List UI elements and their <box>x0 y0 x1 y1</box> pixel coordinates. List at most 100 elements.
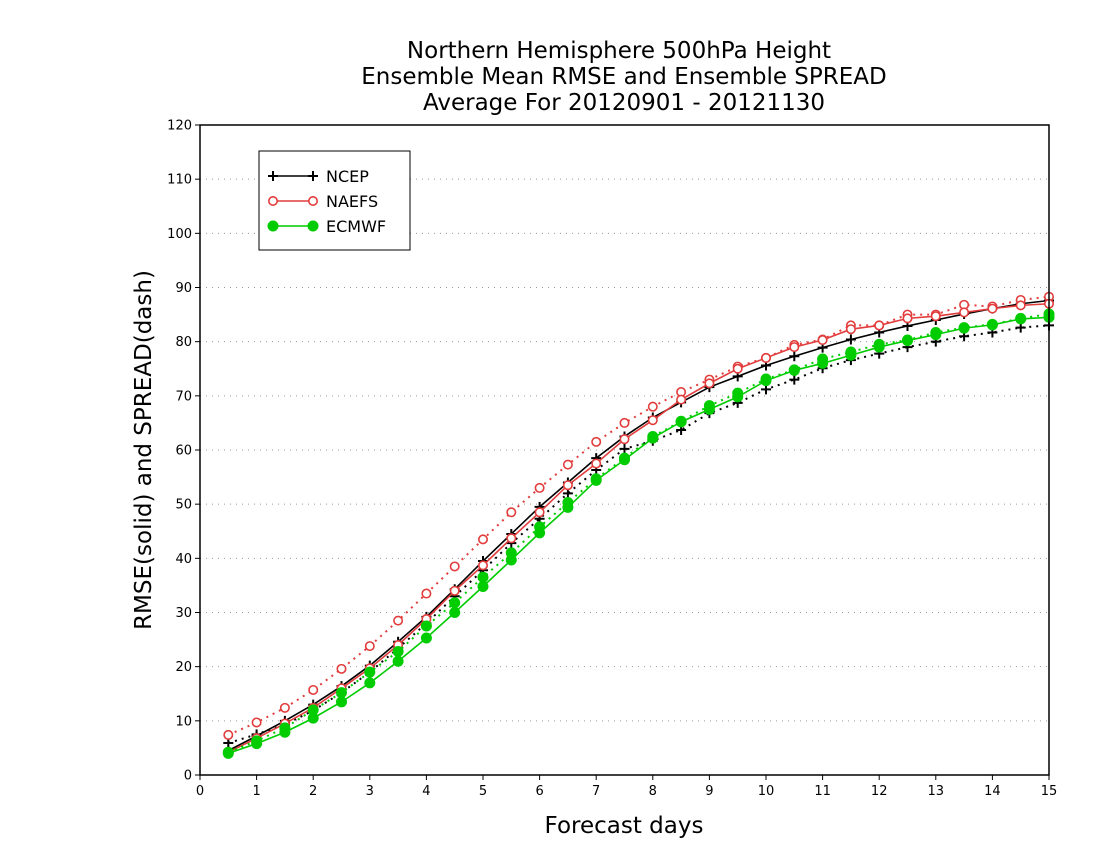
ecmwf-rmse-point <box>336 696 347 708</box>
legend-marker <box>307 220 319 232</box>
x-tick-label: 10 <box>758 784 775 799</box>
naefs-rmse-point <box>619 434 630 445</box>
ecmwf-rmse-point <box>703 403 715 415</box>
ncep-rmse-point <box>845 334 856 345</box>
ecmwf-spread-line <box>227 313 1050 754</box>
chart-title-line-1: Northern Hemisphere 500hPa Height <box>407 38 831 64</box>
x-tick-label: 3 <box>366 784 374 799</box>
chart-title: Northern Hemisphere 500hPa Height Ensemb… <box>361 38 886 116</box>
naefs-rmse-point <box>477 560 488 571</box>
y-tick-label: 70 <box>175 389 192 404</box>
naefs-rmse-point <box>506 533 517 544</box>
ecmwf-rmse-point <box>817 357 829 369</box>
ecmwf-rmse-point <box>307 712 319 724</box>
naefs-spread-point <box>393 615 404 626</box>
naefs-rmse-point <box>591 458 602 469</box>
y-tick-label: 60 <box>175 444 192 459</box>
naefs-spread-point <box>421 588 432 599</box>
naefs-spread-point <box>308 684 319 695</box>
naefs-spread-point <box>591 436 602 447</box>
ncep-rmse-line <box>227 299 1050 752</box>
x-tick-label: 15 <box>1041 784 1058 799</box>
x-tick-label: 7 <box>592 784 600 799</box>
legend-label: NAEFS <box>326 192 378 211</box>
ecmwf-rmse-point <box>222 747 234 759</box>
naefs-rmse-point <box>534 507 545 518</box>
y-tick-label: 0 <box>184 769 192 784</box>
ecmwf-rmse-point <box>449 607 461 618</box>
naefs-rmse-point <box>562 480 573 491</box>
ncep-spread-point <box>619 443 630 454</box>
ecmwf-rmse-point <box>958 322 970 334</box>
ecmwf-rmse-point <box>392 655 404 667</box>
naefs-spread-point <box>279 702 290 713</box>
ecmwf-spread-point <box>420 620 432 632</box>
naefs-rmse-point <box>789 342 800 353</box>
ecmwf-spread-point <box>392 646 404 657</box>
y-tick-label: 10 <box>175 714 192 729</box>
naefs-spread-point <box>449 561 460 572</box>
naefs-spread-line <box>227 295 1050 736</box>
x-tick-label: 5 <box>479 784 487 799</box>
ecmwf-rmse-point <box>732 391 744 403</box>
series-layer <box>222 291 1055 759</box>
x-tick-label: 6 <box>535 784 543 799</box>
y-tick-label: 100 <box>167 227 192 242</box>
ecmwf-rmse-point <box>845 349 857 361</box>
x-tick-label: 14 <box>984 784 1001 799</box>
naefs-rmse-point <box>732 363 743 374</box>
ecmwf-rmse-point <box>1015 313 1027 325</box>
plot-frame <box>199 124 1050 776</box>
x-tick-label: 2 <box>309 784 317 799</box>
ecmwf-rmse-point <box>902 335 913 347</box>
legend-entry-ecmwf: ECMWF <box>267 217 386 236</box>
y-tick-label: 110 <box>167 173 192 188</box>
naefs-rmse-point <box>676 394 687 405</box>
x-tick-label: 8 <box>649 784 657 799</box>
ecmwf-spread-point <box>449 597 461 609</box>
ecmwf-rmse-point <box>364 677 376 689</box>
naefs-rmse-point <box>845 324 856 335</box>
legend-entry-ncep: NCEP <box>268 167 369 186</box>
ecmwf-rmse-point <box>420 632 432 644</box>
naefs-spread-point <box>619 417 630 428</box>
legend: NCEP NAEFS ECMWF <box>258 150 411 251</box>
naefs-spread-point <box>223 729 234 740</box>
naefs-rmse-point <box>817 335 828 346</box>
naefs-rmse-point <box>874 320 885 331</box>
y-tick-label: 40 <box>175 552 192 567</box>
legend-marker <box>308 171 318 181</box>
ecmwf-rmse-point <box>675 416 687 428</box>
naefs-spread-point <box>506 507 517 518</box>
ecmwf-rmse-point <box>760 375 772 387</box>
ecmwf-rmse-point <box>986 319 998 331</box>
naefs-rmse-point <box>1015 300 1026 311</box>
legend-label: ECMWF <box>326 217 386 236</box>
naefs-spread-point <box>477 534 488 545</box>
y-tick-label: 50 <box>175 498 192 513</box>
y-tick-label: 20 <box>175 660 192 675</box>
naefs-spread-point <box>336 663 347 674</box>
legend-label: NCEP <box>326 167 369 186</box>
naefs-spread-point <box>562 459 573 470</box>
legend-marker <box>267 196 278 207</box>
ecmwf-rmse-point <box>534 527 546 539</box>
ecmwf-rmse-point <box>477 581 489 592</box>
legend-marker <box>307 196 318 207</box>
ecmwf-rmse-point <box>930 329 942 341</box>
naefs-rmse-point <box>959 307 970 318</box>
ecmwf-spread-point <box>477 571 489 583</box>
ecmwf-rmse-line <box>228 316 1050 755</box>
chart-title-line-3: Average For 20120901 - 20121130 <box>423 90 825 116</box>
ecmwf-rmse-point <box>647 432 659 444</box>
y-axis-label: RMSE(solid) and SPREAD(dash) <box>131 270 157 630</box>
x-axis-label: Forecast days <box>545 813 704 839</box>
naefs-rmse-point <box>449 585 460 596</box>
series-ncep <box>223 295 1054 756</box>
x-tick-label: 1 <box>252 784 260 799</box>
x-tick-label: 0 <box>196 784 204 799</box>
x-tick-label: 11 <box>814 784 831 799</box>
legend-entry-naefs: NAEFS <box>267 192 378 211</box>
